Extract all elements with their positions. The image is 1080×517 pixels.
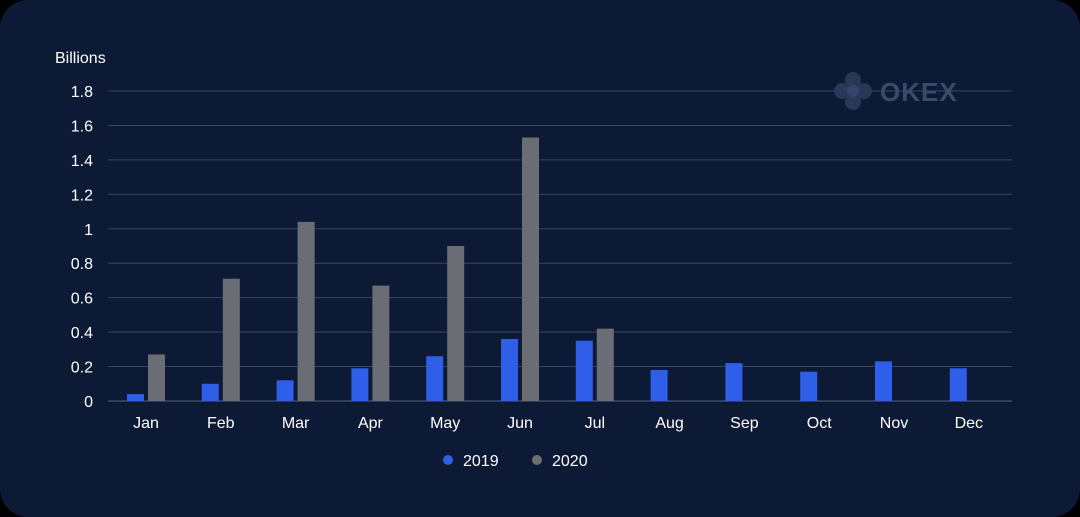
bar-2019-aug bbox=[650, 370, 668, 401]
okex-logo-icon bbox=[834, 72, 872, 110]
bar-2019-jul bbox=[575, 340, 593, 401]
logo-text: OKEX bbox=[880, 77, 958, 107]
x-tick-label: Jul bbox=[585, 415, 605, 432]
x-tick-label: May bbox=[430, 415, 460, 432]
bar-2019-sep bbox=[725, 363, 743, 401]
x-tick-label: Jun bbox=[507, 415, 533, 432]
y-tick-label: 0.8 bbox=[71, 256, 93, 273]
bar-2019-apr bbox=[351, 368, 369, 401]
legend-label-2019: 2019 bbox=[463, 453, 499, 470]
bar-2019-may bbox=[426, 356, 444, 401]
y-tick-label: 0.6 bbox=[71, 291, 93, 308]
x-axis-ticks: Jan Feb Mar Apr May Jun Jul Aug Sep Oct Nov Dec bbox=[133, 415, 983, 432]
x-tick-label: Aug bbox=[655, 415, 683, 432]
x-tick-label: Mar bbox=[282, 415, 310, 432]
x-tick-label: Feb bbox=[207, 415, 235, 432]
okex-logo: OKEX bbox=[834, 72, 958, 110]
bar-2020-apr bbox=[372, 285, 390, 401]
y-tick-label: 0.2 bbox=[71, 360, 93, 377]
bars bbox=[127, 137, 967, 401]
y-tick-label: 1.2 bbox=[71, 187, 93, 204]
bar-2020-feb bbox=[222, 278, 240, 401]
bar-2020-jun bbox=[522, 137, 539, 401]
bar-2020-may bbox=[447, 246, 465, 401]
legend-label-2020: 2020 bbox=[552, 453, 588, 470]
bar-2020-jul bbox=[596, 328, 614, 401]
bar-2019-dec bbox=[949, 368, 967, 401]
bar-2020-jan bbox=[148, 354, 165, 401]
grid-lines bbox=[108, 90, 1012, 402]
bar-2019-oct bbox=[800, 371, 818, 401]
y-tick-label: 1.4 bbox=[71, 153, 93, 170]
y-tick-label: 0.4 bbox=[71, 325, 93, 342]
x-tick-label: Jan bbox=[133, 415, 159, 432]
bar-2019-jan bbox=[127, 394, 144, 401]
bar-2020-mar bbox=[297, 221, 315, 401]
y-axis-ticks: 0 0.2 0.4 0.6 0.8 1 1.2 1.4 1.6 1.8 bbox=[71, 84, 93, 411]
legend: 2019 2020 bbox=[443, 453, 588, 470]
bar-2019-nov bbox=[875, 361, 892, 401]
y-tick-label: 1 bbox=[84, 222, 93, 239]
bar-2019-mar bbox=[276, 380, 294, 401]
x-tick-label: Oct bbox=[807, 415, 832, 432]
x-tick-label: Sep bbox=[730, 415, 759, 432]
y-axis-label: Billions bbox=[55, 50, 106, 67]
x-tick-label: Nov bbox=[880, 415, 908, 432]
legend-marker-2020 bbox=[532, 455, 542, 465]
y-tick-label: 1.8 bbox=[71, 84, 93, 101]
y-tick-label: 1.6 bbox=[71, 118, 93, 135]
x-tick-label: Dec bbox=[955, 415, 983, 432]
legend-marker-2019 bbox=[443, 455, 453, 465]
bar-2019-feb bbox=[201, 383, 219, 401]
y-tick-label: 0 bbox=[84, 394, 93, 411]
x-tick-label: Apr bbox=[358, 415, 384, 432]
bar-2019-jun bbox=[501, 339, 518, 401]
